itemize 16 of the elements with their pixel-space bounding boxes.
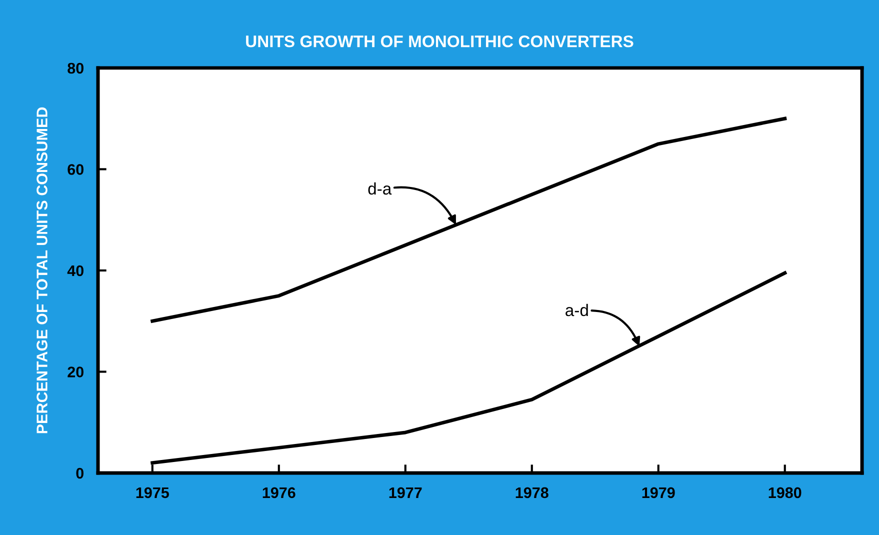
annotation: a-d — [566, 304, 588, 316]
x-tick-label: 1977 — [389, 487, 422, 498]
y-tick-label: 0 — [76, 468, 84, 479]
x-tick-label: 1979 — [642, 487, 675, 498]
y-tick-label: 80 — [68, 62, 84, 74]
line-series — [150, 116, 787, 323]
x-tick-label: 1976 — [262, 487, 296, 498]
chart-title: UNITS GROWTH OF MONOLITHIC CONVERTERS — [246, 35, 634, 48]
x-tick-label: 1980 — [768, 487, 802, 498]
annotation: d-a — [368, 182, 392, 195]
y-tick-label: 60 — [68, 164, 84, 175]
y-tick-label: 40 — [67, 265, 84, 276]
x-tick-label: 1975 — [136, 487, 169, 498]
x-tick-label: 1978 — [516, 487, 548, 498]
y-tick-label: 20 — [68, 366, 84, 378]
y-axis-title: PERCENTAGE OF TOTAL UNITS CONSUMED — [36, 107, 48, 434]
